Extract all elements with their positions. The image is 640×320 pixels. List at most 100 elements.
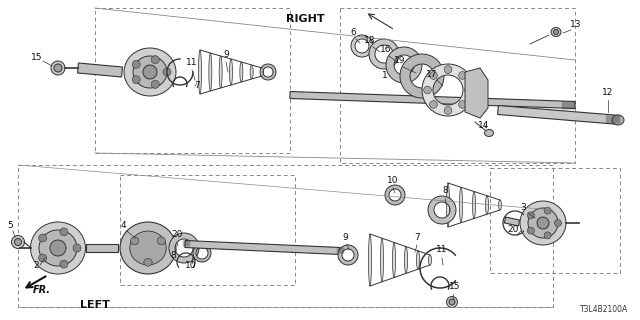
Circle shape [60,228,68,236]
Text: 9: 9 [342,233,348,242]
Text: 10: 10 [185,261,196,270]
Ellipse shape [130,231,166,265]
Ellipse shape [133,56,167,88]
Ellipse shape [260,68,264,76]
Circle shape [163,68,171,76]
Wedge shape [338,245,358,265]
Text: 3: 3 [520,203,526,212]
Ellipse shape [250,65,253,79]
Text: LEFT: LEFT [80,300,110,310]
Text: 11: 11 [186,58,198,67]
Ellipse shape [240,62,243,82]
Ellipse shape [219,56,222,88]
Text: 18: 18 [364,36,376,45]
Text: 14: 14 [478,121,490,130]
Wedge shape [169,233,199,263]
Ellipse shape [369,234,371,286]
Polygon shape [504,217,520,226]
Ellipse shape [520,201,566,245]
Circle shape [465,86,472,94]
Circle shape [132,76,140,84]
Text: 20: 20 [172,230,182,239]
Circle shape [424,86,431,94]
Text: 7: 7 [414,233,420,242]
Text: T3L4B2100A: T3L4B2100A [580,305,628,314]
Ellipse shape [392,243,396,277]
Ellipse shape [381,238,383,282]
Wedge shape [193,244,211,262]
Circle shape [544,232,551,239]
Text: 4: 4 [120,221,126,230]
Circle shape [554,220,561,227]
Circle shape [132,60,140,68]
Circle shape [444,107,452,114]
Ellipse shape [460,187,463,223]
Ellipse shape [404,247,408,273]
Ellipse shape [198,50,202,94]
Wedge shape [428,196,456,224]
Text: 20: 20 [508,225,518,234]
Ellipse shape [131,237,139,245]
Ellipse shape [51,61,65,75]
Circle shape [527,212,534,219]
Ellipse shape [499,200,502,210]
Wedge shape [260,64,276,80]
Text: 7: 7 [194,81,200,90]
Wedge shape [386,47,422,83]
Ellipse shape [120,222,176,274]
Polygon shape [290,92,575,108]
Ellipse shape [157,237,166,245]
Wedge shape [351,35,373,57]
Text: 5: 5 [7,221,13,230]
Ellipse shape [447,183,449,227]
Ellipse shape [472,191,476,219]
Circle shape [459,101,467,108]
Ellipse shape [486,196,488,214]
Wedge shape [400,54,444,98]
Circle shape [544,207,551,214]
Polygon shape [77,63,122,77]
Text: 19: 19 [394,56,406,65]
Text: 15: 15 [31,53,43,62]
Ellipse shape [144,259,152,266]
Ellipse shape [209,53,212,91]
Circle shape [527,227,534,234]
Ellipse shape [429,255,431,265]
Text: 8: 8 [442,186,448,195]
Polygon shape [86,244,118,252]
Ellipse shape [12,236,24,249]
Circle shape [38,254,47,262]
Text: 9: 9 [223,50,229,59]
Circle shape [444,66,452,73]
Ellipse shape [417,251,419,269]
Wedge shape [385,185,405,205]
Polygon shape [498,106,620,124]
Ellipse shape [54,64,62,72]
Polygon shape [465,68,488,118]
Circle shape [60,260,68,268]
Text: 6: 6 [350,28,356,37]
Ellipse shape [50,240,66,256]
Ellipse shape [124,48,176,96]
Ellipse shape [449,299,455,305]
Wedge shape [369,39,399,69]
Text: FR.: FR. [33,285,51,295]
Circle shape [151,56,159,64]
Ellipse shape [230,59,232,85]
Text: 15: 15 [449,282,461,291]
Text: 16: 16 [380,45,392,54]
Ellipse shape [39,230,77,266]
Text: 8: 8 [170,251,176,260]
Text: 11: 11 [436,245,448,254]
Text: 1: 1 [382,71,388,80]
Circle shape [73,244,81,252]
Text: RIGHT: RIGHT [285,14,324,24]
Circle shape [38,234,47,242]
Ellipse shape [484,130,493,137]
Ellipse shape [554,29,559,35]
Circle shape [151,80,159,88]
Text: 17: 17 [426,70,438,79]
Ellipse shape [537,217,549,229]
Ellipse shape [551,28,561,36]
Text: 12: 12 [602,88,614,97]
